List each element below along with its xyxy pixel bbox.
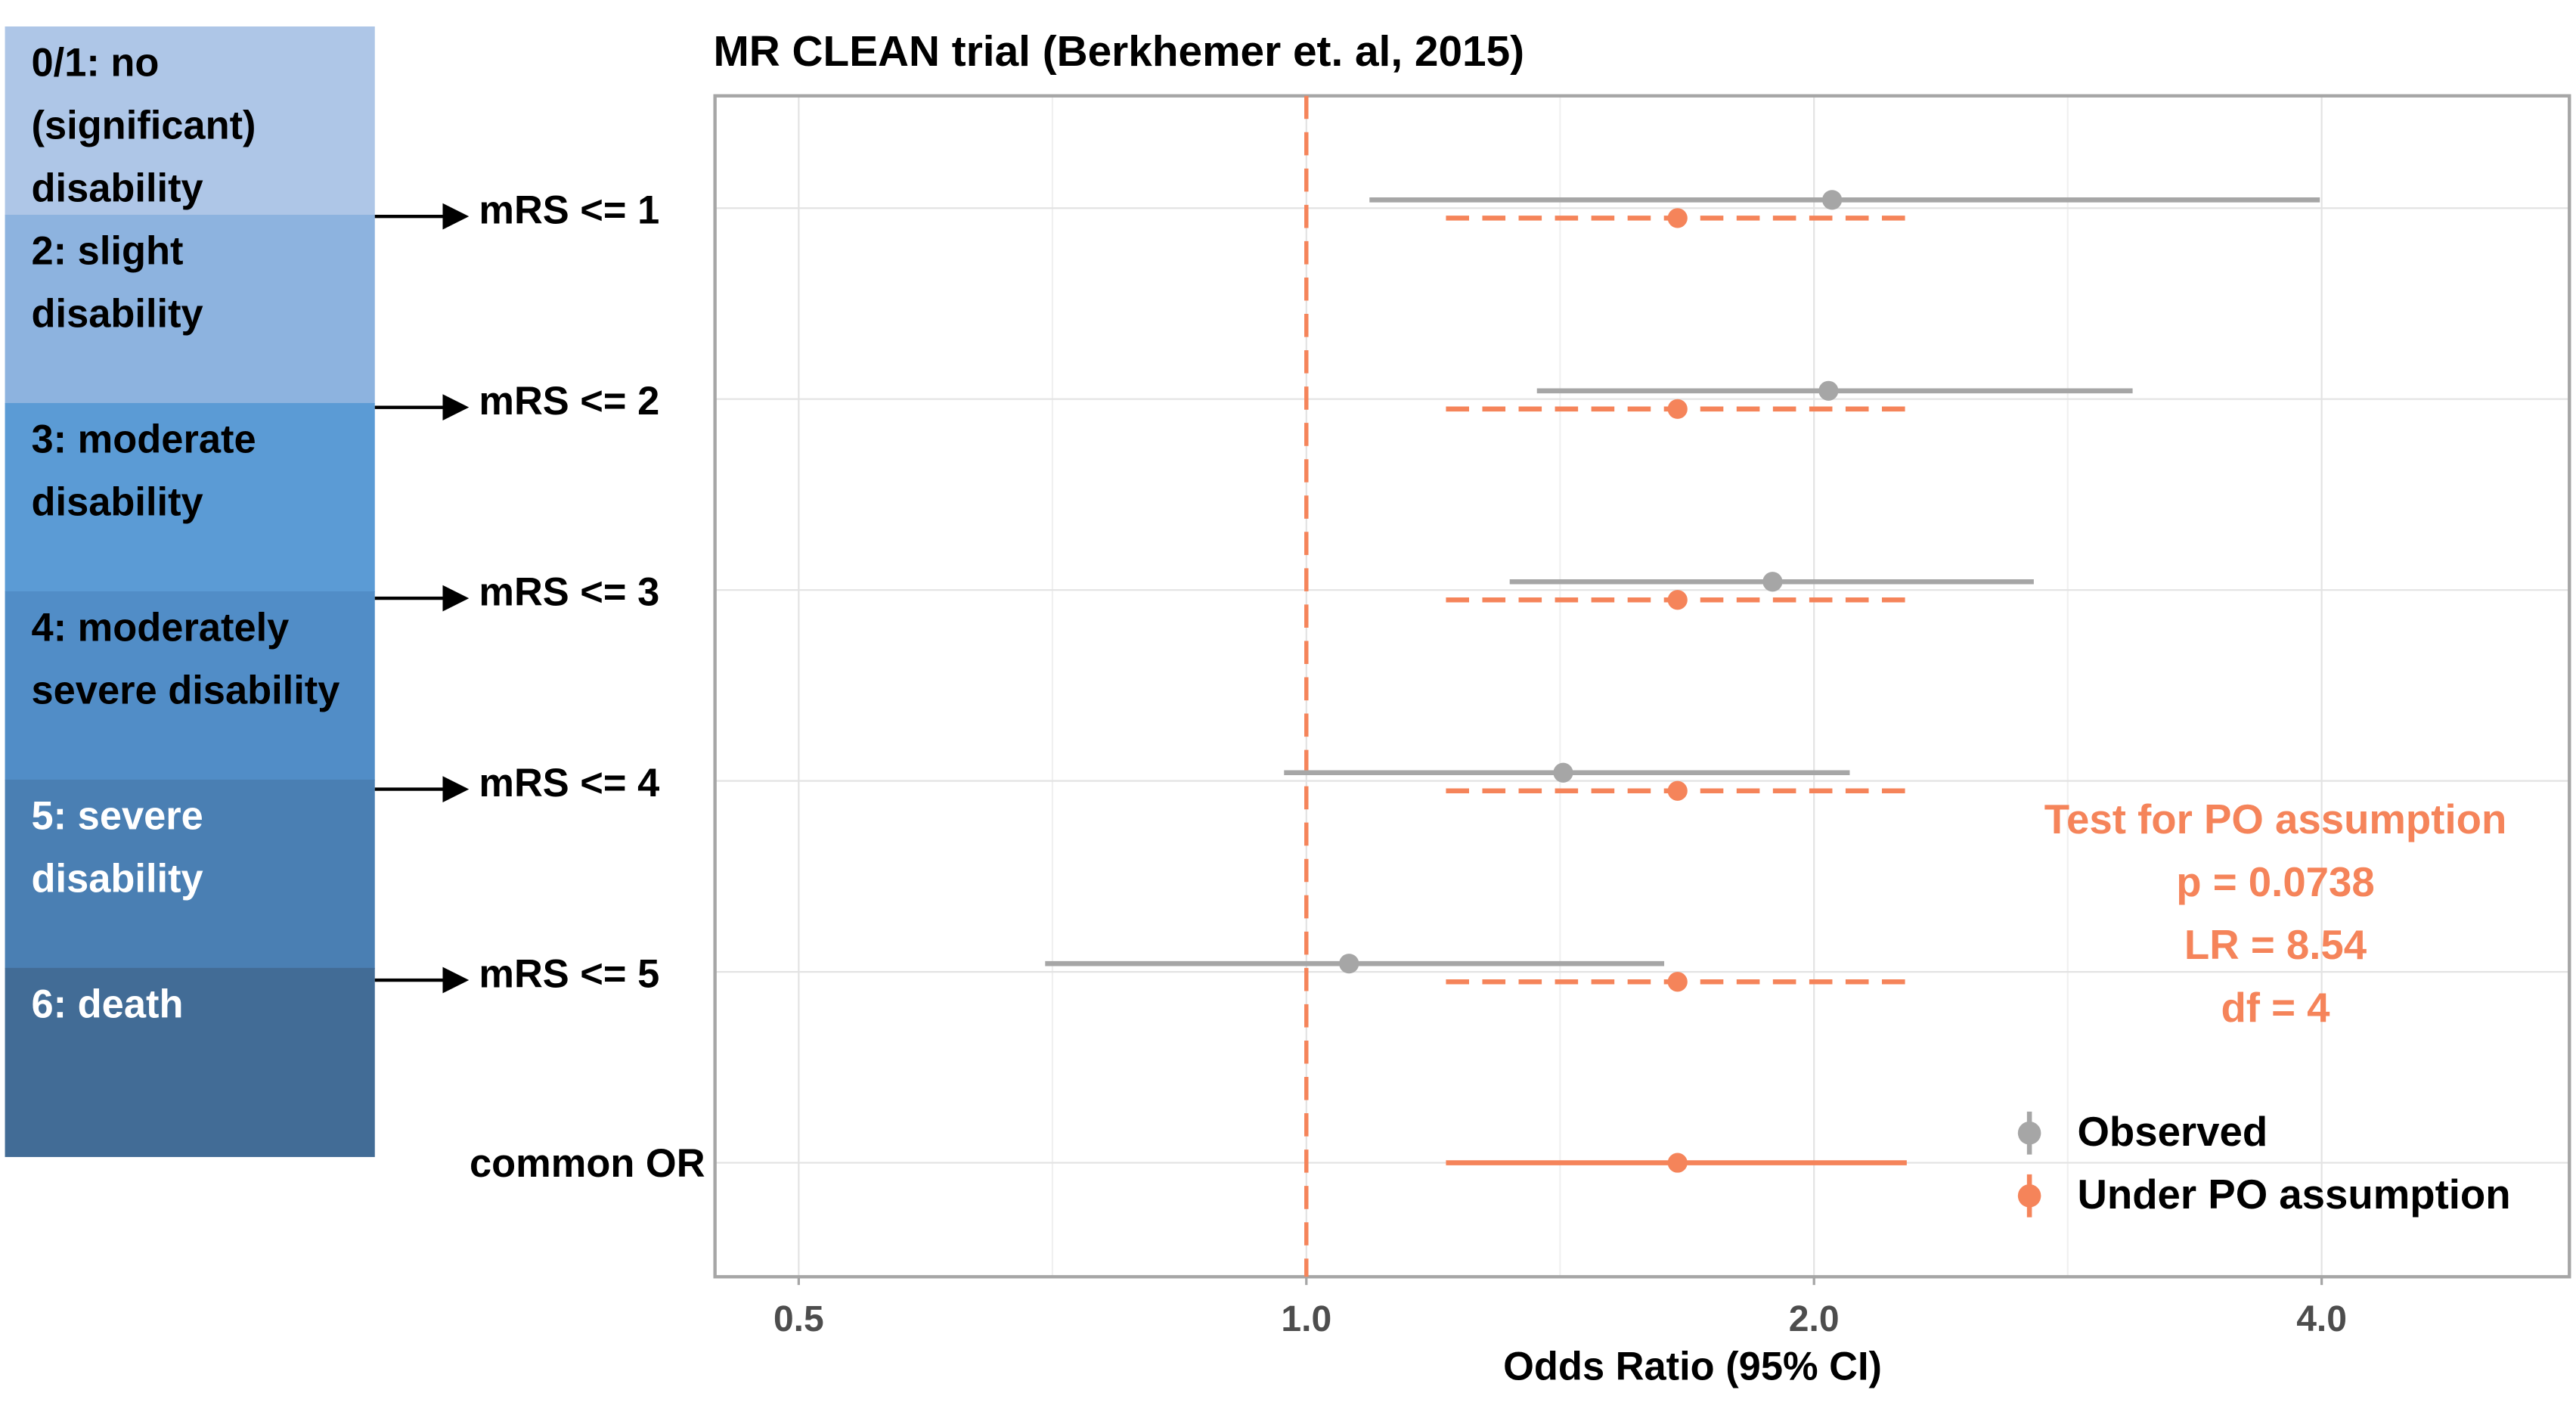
scale-box-label: 3: moderate disability xyxy=(31,417,256,526)
scale-box xyxy=(5,967,375,1157)
point xyxy=(1818,380,1839,401)
x-tick-label: 2.0 xyxy=(1789,1299,1840,1339)
scale-box xyxy=(5,591,375,780)
scale-box-label-wrap: 6: death xyxy=(31,982,184,1028)
scale-box xyxy=(5,779,375,969)
row-label: common OR xyxy=(470,1142,705,1186)
row-label: mRS <= 5 xyxy=(479,953,659,997)
point xyxy=(1667,399,1688,419)
scale-box-label: 6: death xyxy=(31,982,184,1028)
point xyxy=(1667,972,1688,992)
point xyxy=(1762,572,1783,592)
annotation: p = 0.0738 xyxy=(2176,859,2374,905)
row-label: mRS <= 4 xyxy=(479,762,659,805)
annotation: LR = 8.54 xyxy=(2184,922,2367,968)
x-tick-label: 4.0 xyxy=(2296,1299,2347,1339)
point xyxy=(1667,1153,1688,1173)
scale-box-label-wrap: 2: slight disability xyxy=(31,229,203,337)
scale-box xyxy=(5,26,375,216)
row-label: mRS <= 2 xyxy=(479,380,659,424)
annotation: df = 4 xyxy=(2221,985,2330,1031)
annotation: Test for PO assumption xyxy=(2044,796,2507,842)
legend-label: Observed xyxy=(2077,1109,2268,1155)
scale-box-label-wrap: 4: moderately severe disability xyxy=(31,606,340,714)
scale-box xyxy=(5,402,375,593)
row-label: mRS <= 3 xyxy=(479,571,659,615)
x-axis-title: Odds Ratio (95% CI) xyxy=(1503,1345,1882,1388)
row-label: mRS <= 1 xyxy=(479,189,659,233)
scale-box-label-wrap: 0/1: no (significant) disability xyxy=(31,41,256,212)
x-tick-label: 0.5 xyxy=(773,1299,824,1339)
scale-box-label-wrap: 3: moderate disability xyxy=(31,417,256,526)
point xyxy=(1667,590,1688,610)
chart-title: MR CLEAN trial (Berkhemer et. al, 2015) xyxy=(713,28,1524,76)
scale-box-label-wrap: 5: severe disability xyxy=(31,794,203,902)
scale-box-label: 0/1: no (significant) disability xyxy=(31,41,256,212)
point xyxy=(1339,954,1359,974)
plot-frame xyxy=(713,94,2571,1279)
scale-box-label: 5: severe disability xyxy=(31,794,203,902)
x-tick-label: 1.0 xyxy=(1281,1299,1331,1339)
legend-marker xyxy=(2017,1121,2041,1145)
scale-box xyxy=(5,214,375,405)
point xyxy=(1822,190,1843,210)
point xyxy=(1667,780,1688,801)
legend-marker xyxy=(2017,1184,2041,1208)
point xyxy=(1667,208,1688,228)
legend-label: Under PO assumption xyxy=(2077,1171,2510,1218)
scale-box-label: 2: slight disability xyxy=(31,229,203,337)
scale-box-label: 4: moderately severe disability xyxy=(31,606,340,714)
point xyxy=(1553,762,1573,783)
